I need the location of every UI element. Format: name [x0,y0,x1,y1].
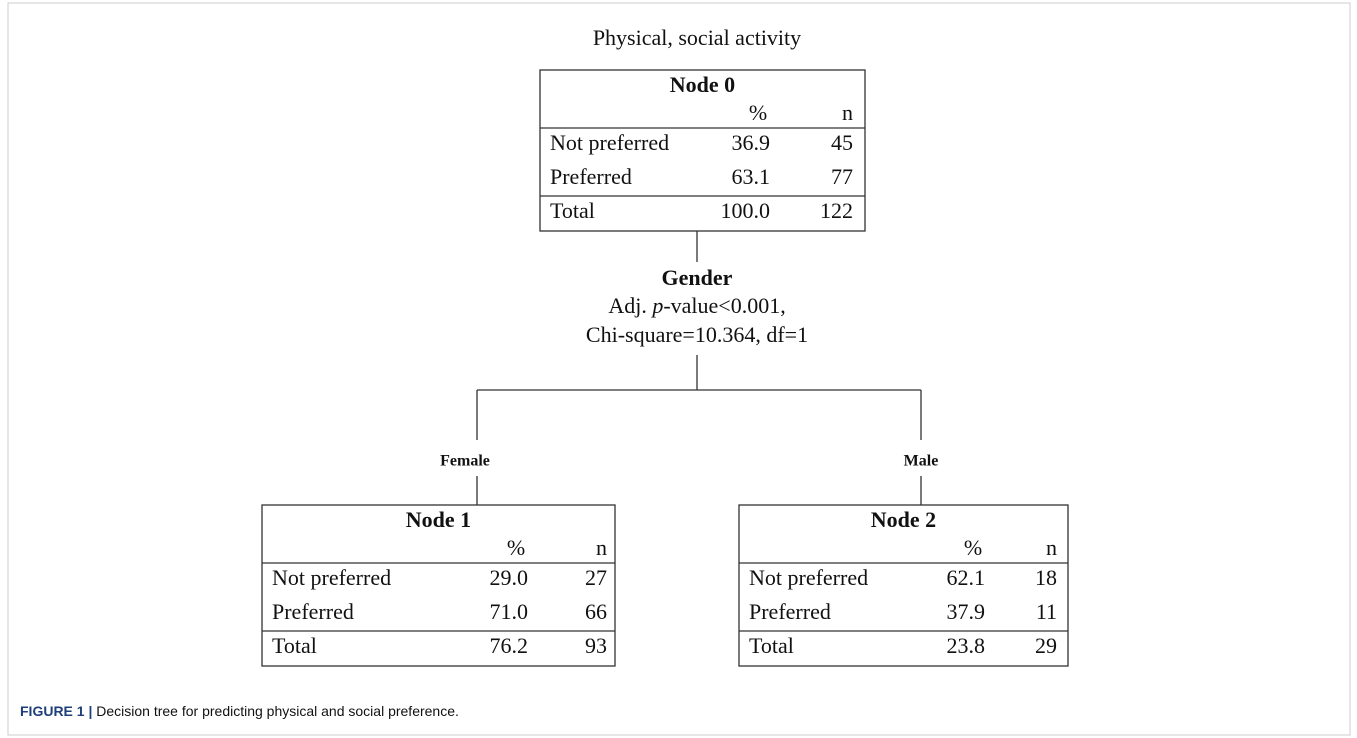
node-title: Node 0 [670,72,735,97]
node-title: Node 1 [406,507,471,532]
row-label: Total [550,198,595,223]
branch-label: Male [904,453,939,470]
node-box [539,69,866,232]
row-pct: 36.9 [732,130,771,155]
row-n: 29 [1035,633,1057,658]
row-label: Total [272,633,317,658]
row-n: 18 [1035,565,1057,590]
row-pct: 76.2 [490,633,529,658]
tree-title: Physical, social activity [593,25,801,50]
row-pct: 63.1 [732,164,771,189]
col-header: n [842,100,853,125]
row-label: Not preferred [749,565,868,590]
row-label: Preferred [550,164,632,189]
row-n: 122 [820,198,853,223]
row-pct: 100.0 [721,198,771,223]
caption-text: Decision tree for predicting physical an… [92,703,459,719]
row-n: 11 [1036,599,1057,624]
node-box [738,504,1069,667]
row-pct: 71.0 [490,599,529,624]
caption: FIGURE 1 | Decision tree for predicting … [20,703,459,719]
row-n: 45 [831,130,853,155]
row-label: Total [749,633,794,658]
col-header: n [596,535,607,560]
row-n: 93 [585,633,607,658]
col-header: % [964,535,982,560]
pvalue-suffix: -value<0.001, [663,293,785,318]
split-variable: Gender [662,265,733,290]
frame [7,2,1351,736]
node-title: Node 2 [871,507,936,532]
caption-label: FIGURE 1 | [20,703,92,719]
row-n: 27 [585,565,607,590]
pvalue-prefix: Adj. [608,293,652,318]
col-header: % [507,535,525,560]
row-label: Not preferred [550,130,669,155]
row-n: 77 [831,164,853,189]
row-pct: 62.1 [947,565,986,590]
row-label: Not preferred [272,565,391,590]
pvalue-italic: p [650,293,663,318]
node-box [261,504,616,667]
row-n: 66 [585,599,607,624]
split-pvalue: Adj. p-value<0.001, [608,293,785,318]
row-label: Preferred [272,599,354,624]
row-pct: 23.8 [947,633,986,658]
col-header: n [1046,535,1057,560]
col-header: % [749,100,767,125]
row-pct: 37.9 [947,599,986,624]
branch-label: Female [440,453,490,470]
split-stats: Chi-square=10.364, df=1 [586,322,808,347]
row-label: Preferred [749,599,831,624]
row-pct: 29.0 [490,565,529,590]
